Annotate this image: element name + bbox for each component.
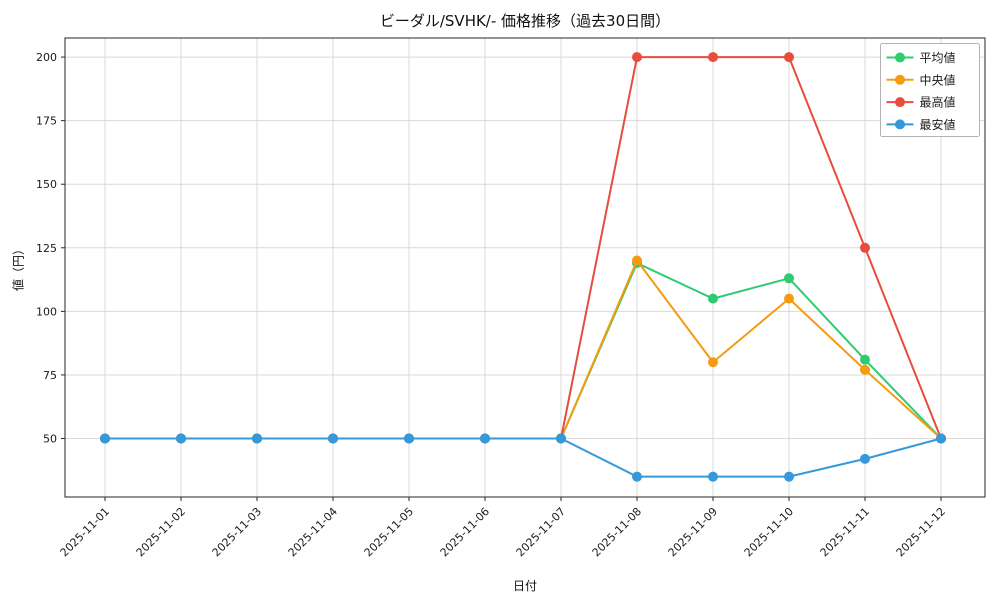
series-marker-highest xyxy=(632,52,642,63)
y-tick-label: 150 xyxy=(36,178,57,191)
series-marker-lowest xyxy=(404,433,414,444)
series-marker-lowest xyxy=(328,433,338,444)
y-axis-label: 値（円） xyxy=(11,242,26,292)
x-tick-label: 2025-11-11 xyxy=(818,505,872,559)
chart-title: ビーダル/SVHK/- 価格推移（過去30日間） xyxy=(379,12,671,30)
x-tick-label: 2025-11-10 xyxy=(742,505,796,559)
series-line-median xyxy=(105,259,942,440)
legend-item-label: 平均値 xyxy=(920,50,956,65)
series-marker-highest xyxy=(708,52,718,63)
series-marker-lowest xyxy=(176,433,186,444)
y-tick-label: 125 xyxy=(36,242,57,255)
x-tick-label: 2025-11-01 xyxy=(58,505,112,559)
x-tick-label: 2025-11-07 xyxy=(514,505,568,559)
series-marker-lowest xyxy=(860,453,870,464)
x-tick-label: 2025-11-05 xyxy=(362,505,416,559)
series-marker-median xyxy=(860,364,870,375)
series-marker-lowest xyxy=(708,471,718,482)
legend-item: 最安値 xyxy=(886,117,956,132)
series-marker-lowest xyxy=(252,433,262,444)
y-tick-label: 75 xyxy=(43,369,57,382)
legend-item-label: 最高値 xyxy=(920,95,956,110)
x-tick-label: 2025-11-09 xyxy=(666,505,720,559)
x-tick-label: 2025-11-04 xyxy=(286,505,340,559)
series-marker-lowest xyxy=(480,433,490,444)
y-tick-label: 100 xyxy=(36,305,57,318)
x-tick-label: 2025-11-06 xyxy=(438,505,492,559)
series-marker-average xyxy=(784,273,794,284)
series-marker-median xyxy=(784,293,794,304)
series-marker-average xyxy=(860,354,870,365)
series-marker-lowest xyxy=(784,471,794,482)
legend-marker-lowest xyxy=(895,119,905,130)
y-tick-label: 200 xyxy=(36,51,57,64)
x-tick-label: 2025-11-03 xyxy=(210,505,264,559)
series-marker-median xyxy=(708,357,718,368)
series-marker-lowest xyxy=(100,433,110,444)
legend-marker-median xyxy=(895,74,905,85)
y-tick-label: 175 xyxy=(36,115,57,128)
series-marker-lowest xyxy=(632,471,642,482)
legend-item-label: 中央値 xyxy=(920,72,956,87)
legend-item: 平均値 xyxy=(886,50,956,65)
y-tick-label: 50 xyxy=(43,433,57,446)
legend-item: 最高値 xyxy=(886,95,956,110)
legend-item-label: 最安値 xyxy=(920,117,956,132)
legend-marker-average xyxy=(895,52,905,63)
x-axis-label: 日付 xyxy=(512,579,537,593)
legend-item: 中央値 xyxy=(886,72,956,87)
series-marker-highest xyxy=(860,242,870,253)
series-line-average xyxy=(105,262,942,440)
series-marker-lowest xyxy=(556,433,566,444)
series-line-lowest xyxy=(105,437,942,478)
x-tick-label: 2025-11-02 xyxy=(134,505,188,559)
x-tick-label: 2025-11-08 xyxy=(590,505,644,559)
series-marker-median xyxy=(632,255,642,266)
series-marker-average xyxy=(708,293,718,304)
x-tick-label: 2025-11-12 xyxy=(894,505,948,559)
legend-marker-highest xyxy=(895,97,905,108)
series-marker-lowest xyxy=(936,433,946,444)
plot-border xyxy=(64,37,986,498)
legend-box xyxy=(880,43,980,137)
series-marker-highest xyxy=(784,52,794,63)
